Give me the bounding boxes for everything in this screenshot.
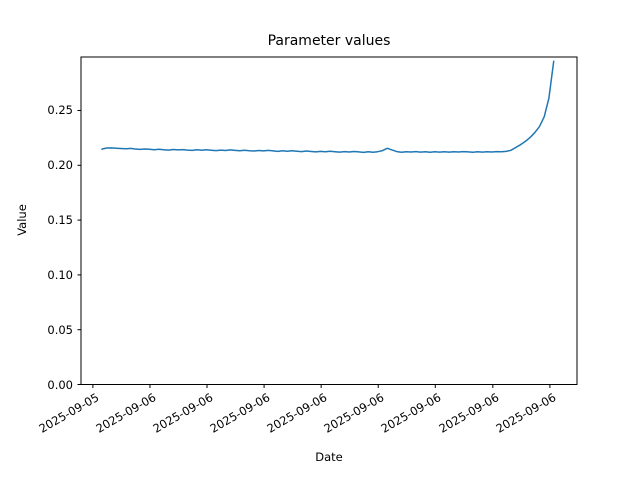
plot-border [80, 56, 578, 385]
y-tick-label: 0.05 [47, 322, 73, 337]
y-tick-label: 0.20 [47, 158, 73, 173]
y-tick-label: 0.25 [47, 103, 73, 118]
x-axis-label: Date [315, 450, 343, 464]
y-tick-label: 0.10 [47, 267, 73, 282]
y-tick-label: 0.15 [47, 213, 73, 228]
chart-title: Parameter values [267, 33, 391, 49]
series-line [101, 60, 555, 154]
y-tick-label: 0.00 [47, 377, 73, 392]
